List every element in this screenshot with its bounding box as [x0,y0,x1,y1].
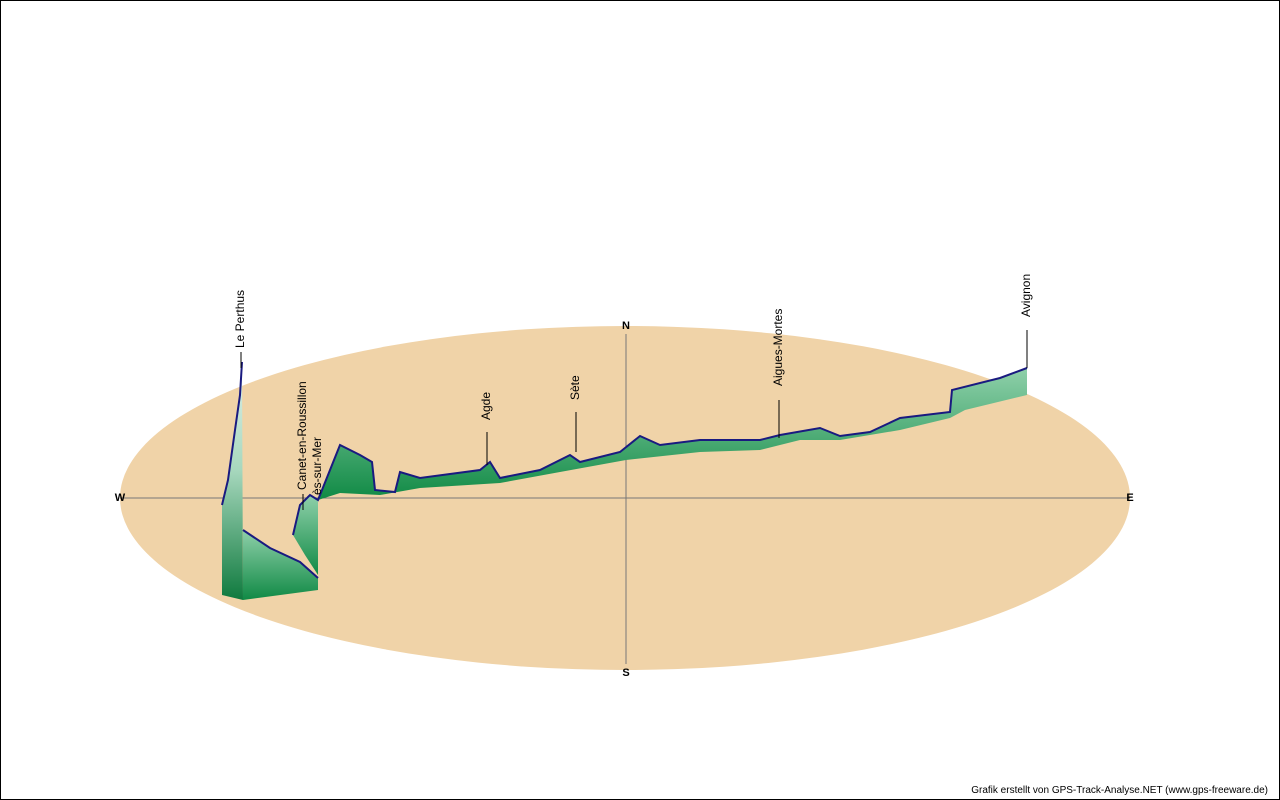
place-label: Aigues-Mortes [771,309,785,386]
place-label: ès-sur-Mer [310,437,324,495]
south-label: S [622,667,629,679]
track-line [292,367,1028,536]
place-label: Agde [479,392,493,420]
north-label: N [622,320,630,332]
place-label: Sète [568,375,582,400]
track-wall [222,362,243,600]
track-line [242,529,319,579]
place-label: Avignon [1019,274,1033,317]
track-wall [293,495,318,575]
track [221,361,1028,600]
track-line [221,361,243,506]
place-label: Canet-en-Roussillon [295,381,309,490]
east-label: E [1126,492,1133,504]
credit: Grafik erstellt von GPS-Track-Analyse.NE… [971,785,1268,796]
west-label: W [115,492,126,504]
track-wall [243,530,318,600]
place-label: Le Perthus [233,290,247,348]
